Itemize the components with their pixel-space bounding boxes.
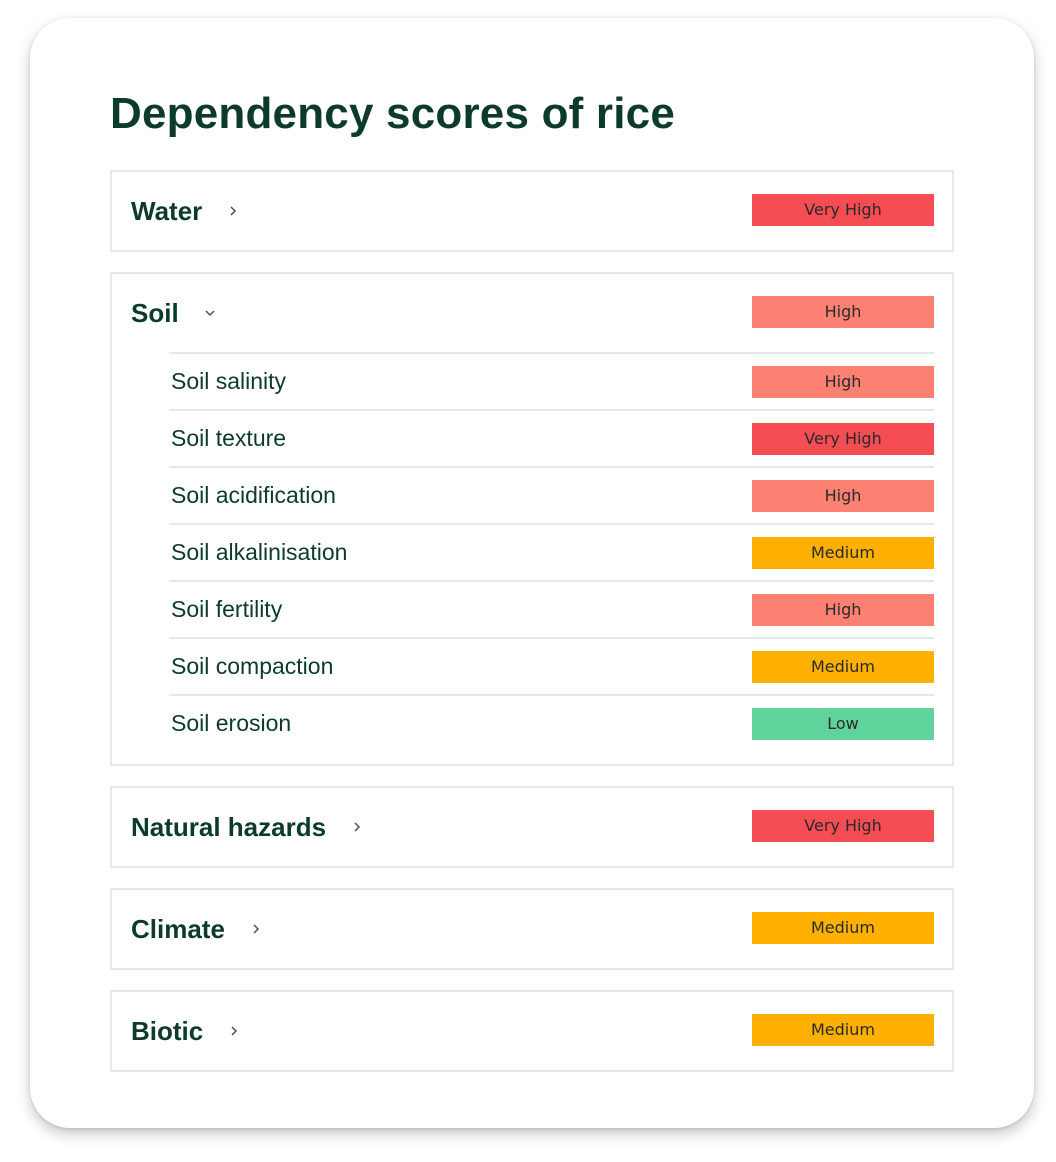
group-header-biotic[interactable]: Biotic Medium	[112, 992, 952, 1070]
sub-item-label: Soil erosion	[171, 710, 292, 736]
score-badge: Medium	[752, 1014, 934, 1046]
group-climate: Climate Medium	[110, 888, 954, 970]
sub-item-label: Soil texture	[171, 425, 287, 451]
group-soil: Soil High Soil salinity High Soil textur…	[110, 272, 954, 766]
score-badge: Medium	[752, 537, 934, 569]
dependency-card: Dependency scores of rice Water Very Hig…	[30, 18, 1034, 1128]
score-badge: Very High	[752, 194, 934, 226]
sub-item-label: Soil acidification	[171, 482, 336, 508]
score-badge: High	[752, 296, 934, 328]
score-badge: High	[752, 594, 934, 626]
group-header-soil[interactable]: Soil High	[112, 274, 952, 352]
group-label: Water	[131, 196, 203, 226]
sub-item-soil-fertility: Soil fertility High	[169, 580, 934, 637]
chevron-right-icon	[226, 204, 240, 218]
sub-item-label: Soil compaction	[171, 653, 334, 679]
sub-item-label: Soil salinity	[171, 368, 287, 394]
group-natural-hazards: Natural hazards Very High	[110, 786, 954, 868]
sub-item-label: Soil fertility	[171, 596, 283, 622]
group-header-climate[interactable]: Climate Medium	[112, 890, 952, 968]
sub-item-soil-acidification: Soil acidification High	[169, 466, 934, 523]
sub-item-soil-alkalinisation: Soil alkalinisation Medium	[169, 523, 934, 580]
group-label: Soil	[131, 298, 179, 328]
sub-item-label: Soil alkalinisation	[171, 539, 348, 565]
group-header-natural-hazards[interactable]: Natural hazards Very High	[112, 788, 952, 866]
chevron-down-icon	[203, 306, 217, 320]
score-badge: Medium	[752, 912, 934, 944]
score-badge: Very High	[752, 423, 934, 455]
group-label: Biotic	[131, 1016, 204, 1046]
group-label: Climate	[131, 914, 225, 944]
group-water: Water Very High	[110, 170, 954, 252]
chevron-right-icon	[350, 820, 364, 834]
group-label: Natural hazards	[131, 812, 327, 842]
score-badge: Low	[752, 708, 934, 740]
chevron-right-icon	[227, 1024, 241, 1038]
score-badge: High	[752, 366, 934, 398]
sub-item-soil-texture: Soil texture Very High	[169, 409, 934, 466]
group-header-water[interactable]: Water Very High	[112, 172, 952, 250]
page-title: Dependency scores of rice	[110, 89, 676, 138]
chevron-right-icon	[249, 922, 263, 936]
group-biotic: Biotic Medium	[110, 990, 954, 1072]
score-badge: Very High	[752, 810, 934, 842]
sub-item-soil-compaction: Soil compaction Medium	[169, 637, 934, 694]
sub-item-soil-erosion: Soil erosion Low	[169, 694, 934, 751]
score-badge: High	[752, 480, 934, 512]
score-badge: Medium	[752, 651, 934, 683]
sub-item-soil-salinity: Soil salinity High	[169, 352, 934, 409]
